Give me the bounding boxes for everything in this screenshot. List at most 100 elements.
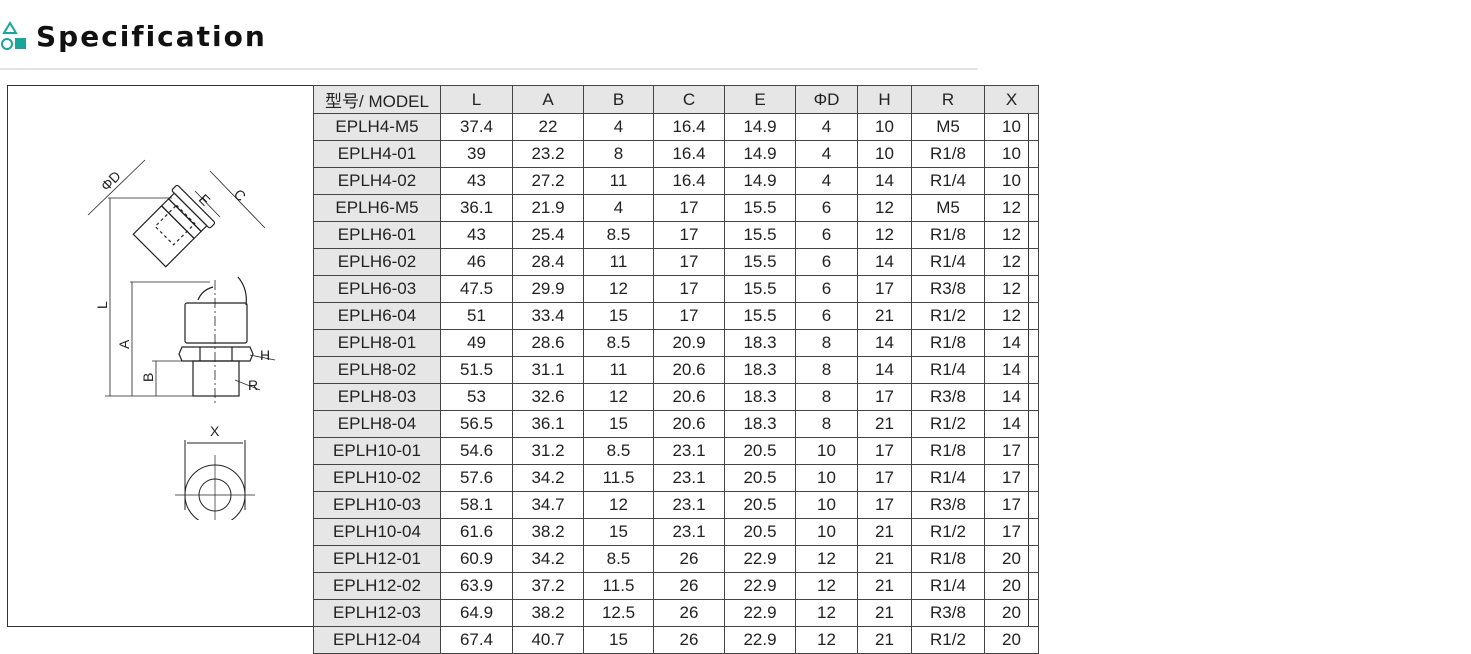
value-cell: 12 [984,248,1039,276]
table-row: EPLH4-01 39 23.2 8 16.4 14.9 4 10 R1/8 10 [313,140,1039,168]
value-cell: 14 [857,329,912,357]
model-cell: EPLH4-02 [313,167,441,195]
value-cell: 38.2 [512,518,584,546]
table-row: EPLH6-04 51 33.4 15 17 15.5 6 21 R1/2 12 [313,302,1039,330]
value-cell: 20 [984,572,1039,600]
table-row: EPLH8-02 51.5 31.1 11 20.6 18.3 8 14 R1/4 14 [313,356,1039,384]
value-cell: 54.6 [440,437,513,465]
value-cell: 6 [795,302,858,330]
value-cell: 4 [795,140,858,168]
value-cell: 14.9 [724,113,796,141]
value-cell: 20 [984,599,1039,627]
value-cell: 20.5 [724,491,796,519]
value-cell: 15.5 [724,275,796,303]
value-cell: 17 [653,194,725,222]
value-cell: 14 [984,356,1039,384]
column-header: 型号/ MODEL [313,85,441,114]
spec-table: 型号/ MODEL L A B C E ΦD H R X EPLH4-M5 37.4 22 4 16.4 1… [313,85,1039,654]
model-cell: EPLH4-01 [313,140,441,168]
shapes-icon [1,21,26,50]
model-cell: EPLH10-02 [313,464,441,492]
label-b: B [140,373,156,382]
dimension-lines [87,159,276,397]
fitting-diagram: ΦD E C L A B H R X [87,159,276,520]
value-cell: 21 [857,518,912,546]
value-cell: M5 [911,113,985,141]
value-cell: R3/8 [911,599,985,627]
value-cell: R3/8 [911,275,985,303]
model-cell: EPLH12-04 [313,626,441,654]
value-cell: 12 [984,275,1039,303]
table-row: EPLH8-01 49 28.6 8.5 20.9 18.3 8 14 R1/8 14 [313,329,1039,357]
value-cell: 12 [857,194,912,222]
value-cell: 11 [583,167,654,195]
value-cell: R1/8 [911,140,985,168]
table-row: EPLH12-02 63.9 37.2 11.5 26 22.9 12 21 R1/4 20 [313,572,1039,600]
value-cell: 18.3 [724,329,796,357]
value-cell: 26 [653,545,725,573]
value-cell: 21 [857,599,912,627]
value-cell: 12 [795,572,858,600]
value-cell: R1/4 [911,248,985,276]
value-cell: 16.4 [653,167,725,195]
value-cell: R1/8 [911,437,985,465]
model-cell: EPLH8-04 [313,410,441,438]
value-cell: R1/2 [911,518,985,546]
value-cell: 12.5 [583,599,654,627]
value-cell: 22.9 [724,572,796,600]
value-cell: 37.2 [512,572,584,600]
value-cell: 53 [440,383,513,411]
value-cell: 32.6 [512,383,584,411]
label-l: L [94,301,110,309]
end-view [175,440,255,520]
model-cell: EPLH4-M5 [313,113,441,141]
value-cell: 34.7 [512,491,584,519]
value-cell: 22.9 [724,599,796,627]
value-cell: 8.5 [583,437,654,465]
table-row: EPLH8-03 53 32.6 12 20.6 18.3 8 17 R3/8 14 [313,383,1039,411]
value-cell: 23.1 [653,518,725,546]
value-cell: 23.1 [653,437,725,465]
column-header: ΦD [795,85,858,114]
value-cell: R3/8 [911,383,985,411]
value-cell: 12 [984,221,1039,249]
value-cell: 21 [857,572,912,600]
value-cell: 60.9 [440,545,513,573]
value-cell: 38.2 [512,599,584,627]
value-cell: 14.9 [724,167,796,195]
value-cell: 33.4 [512,302,584,330]
value-cell: 17 [653,248,725,276]
column-header: R [911,85,985,114]
value-cell: 21 [857,545,912,573]
value-cell: R1/2 [911,302,985,330]
value-cell: 14 [857,356,912,384]
value-cell: 16.4 [653,113,725,141]
value-cell: 22.9 [724,545,796,573]
model-cell: EPLH12-01 [313,545,441,573]
value-cell: 17 [984,464,1039,492]
value-cell: 6 [795,275,858,303]
value-cell: 21 [857,302,912,330]
value-cell: 46 [440,248,513,276]
table-row: EPLH4-M5 37.4 22 4 16.4 14.9 4 10 M5 10 [313,113,1039,141]
value-cell: 31.1 [512,356,584,384]
value-cell: 8 [795,329,858,357]
value-cell: 15 [583,626,654,654]
value-cell: 17 [653,275,725,303]
value-cell: 51 [440,302,513,330]
column-header: X [984,85,1039,114]
value-cell: 4 [795,167,858,195]
value-cell: 12 [984,194,1039,222]
value-cell: 51.5 [440,356,513,384]
model-cell: EPLH6-02 [313,248,441,276]
divider [0,68,978,70]
table-row: EPLH6-03 47.5 29.9 12 17 15.5 6 17 R3/8 12 [313,275,1039,303]
value-cell: 10 [795,491,858,519]
column-header: E [724,85,796,114]
value-cell: R1/2 [911,410,985,438]
table-row: EPLH12-03 64.9 38.2 12.5 26 22.9 12 21 R3/8 20 [313,599,1039,627]
table-row: EPLH12-04 67.4 40.7 15 26 22.9 12 21 R1/2 20 [313,626,1039,654]
value-cell: 11.5 [583,464,654,492]
value-cell: 17 [857,464,912,492]
table-row: EPLH10-03 58.1 34.7 12 23.1 20.5 10 17 R3/8 17 [313,491,1039,519]
